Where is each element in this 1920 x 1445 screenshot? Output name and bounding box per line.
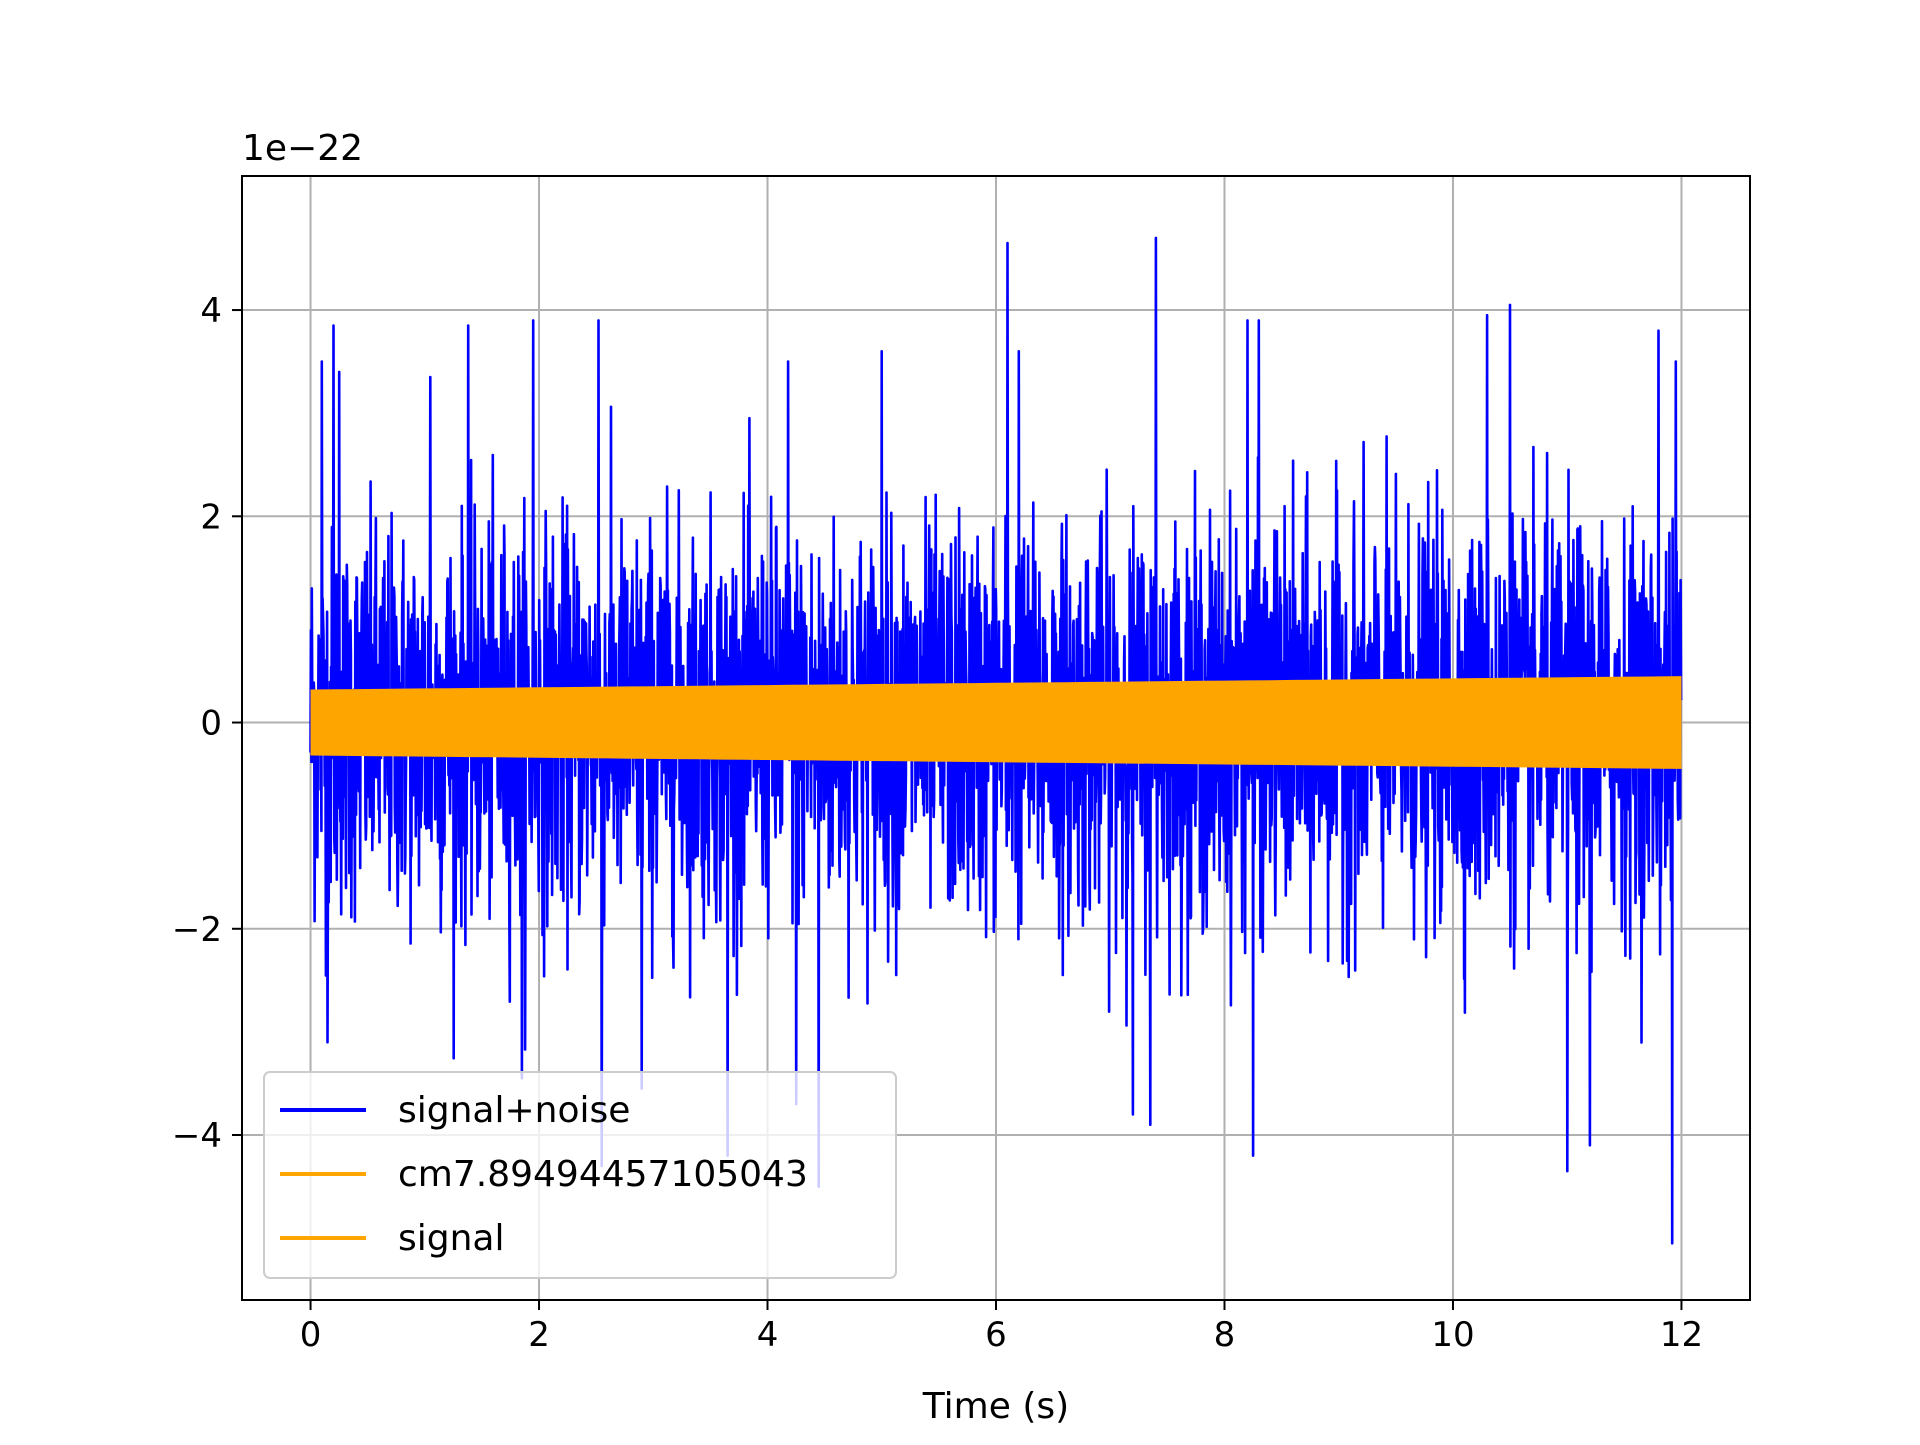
offset-label: 1e−22	[242, 128, 363, 169]
legend-box	[263, 1071, 897, 1279]
x-tick-label: 4	[757, 1315, 779, 1355]
y-tick-label: 2	[200, 497, 222, 537]
y-tick-label: 4	[200, 291, 222, 331]
x-tick-label: 0	[300, 1315, 322, 1355]
legend-label: cm7.89494457105043	[398, 1154, 808, 1195]
series-band-signal	[310, 676, 1682, 769]
y-tick-label: −4	[172, 1116, 222, 1156]
x-tick-label: 2	[528, 1315, 550, 1355]
x-axis-label: Time (s)	[922, 1386, 1069, 1427]
series-layer	[309, 236, 1683, 1245]
y-axis: −4 −2 0 2 4	[172, 291, 242, 1156]
legend: signal+noise cm7.89494457105043 signal	[263, 1071, 897, 1279]
legend-label: signal	[398, 1218, 505, 1259]
y-tick-label: −2	[172, 910, 222, 950]
legend-label: signal+noise	[398, 1090, 630, 1131]
x-tick-label: 8	[1214, 1315, 1236, 1355]
x-tick-label: 10	[1431, 1315, 1474, 1355]
x-axis: 0 2 4 6 8 10 12	[300, 1300, 1703, 1355]
y-tick-label: 0	[200, 704, 222, 744]
x-tick-label: 12	[1660, 1315, 1703, 1355]
x-tick-label: 6	[985, 1315, 1007, 1355]
